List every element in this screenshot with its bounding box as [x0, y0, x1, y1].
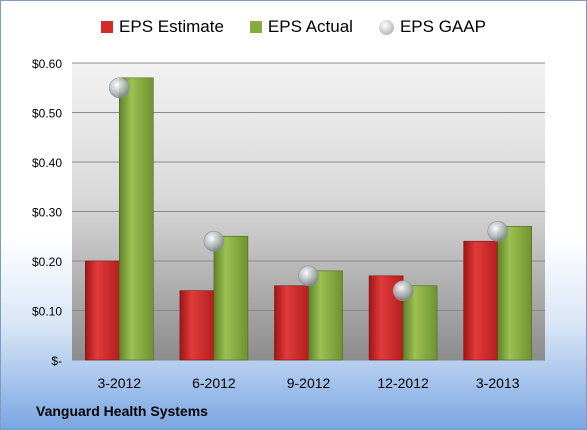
y-tick-label: $0.60: [32, 57, 62, 71]
x-tick-label: 3-2013: [476, 375, 520, 391]
legend-label-estimate: EPS Estimate: [119, 17, 224, 36]
bar-eps-actual: [308, 270, 343, 361]
marker-eps-gaap: [203, 230, 225, 252]
bar-eps-estimate: [179, 290, 215, 361]
legend-item-estimate: EPS Estimate: [101, 17, 224, 37]
bar-eps-estimate: [463, 240, 499, 361]
company-name: Vanguard Health Systems: [36, 403, 208, 419]
y-tick-label: $0.40: [32, 156, 62, 170]
legend-label-actual: EPS Actual: [267, 17, 353, 36]
x-tick-label: 9-2012: [287, 375, 331, 391]
bar-eps-actual: [119, 77, 154, 361]
y-tick-label: $0.20: [32, 255, 62, 269]
legend-swatch-actual: [249, 21, 262, 33]
x-axis-ticks: 3-2012 6-2012 9-2012 12-2012 3-2013: [98, 375, 520, 391]
y-tick-label: $0.30: [32, 206, 62, 220]
bar-eps-actual: [213, 235, 249, 361]
y-tick-label: $-: [51, 354, 62, 368]
gaap-markers: [109, 77, 509, 302]
legend-label-gaap: EPS GAAP: [399, 17, 486, 36]
x-tick-label: 3-2012: [98, 375, 142, 391]
x-tick-label: 6-2012: [192, 375, 236, 391]
bar-eps-estimate: [274, 285, 309, 361]
bar-eps-actual: [497, 226, 533, 361]
y-tick-label: $0.10: [32, 305, 62, 319]
legend-item-gaap: EPS GAAP: [378, 17, 486, 37]
legend-item-actual: EPS Actual: [249, 17, 353, 37]
marker-eps-gaap: [487, 221, 509, 242]
marker-eps-gaap: [298, 265, 319, 287]
marker-eps-gaap: [392, 280, 414, 302]
y-tick-label: $0.50: [32, 107, 62, 121]
legend-swatch-gaap: [378, 19, 394, 35]
marker-eps-gaap: [109, 77, 130, 99]
legend: EPS Estimate EPS Actual EPS GAAP: [1, 17, 586, 37]
y-axis-ticks: $- $0.10 $0.20 $0.30 $0.40 $0.50 $0.60: [32, 57, 62, 368]
bar-eps-estimate: [85, 260, 120, 361]
legend-swatch-estimate: [101, 21, 114, 33]
x-tick-label: 12-2012: [377, 375, 429, 391]
